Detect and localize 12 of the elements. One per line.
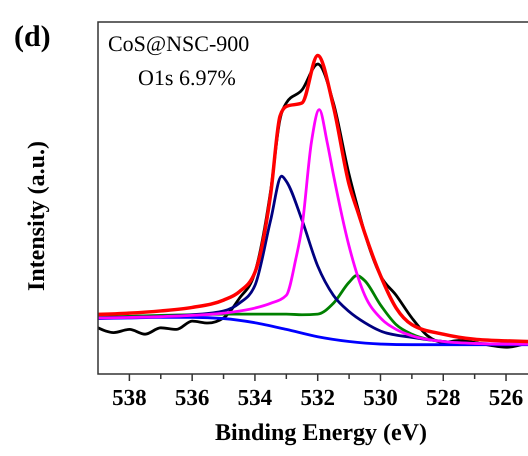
x-tick-label: 534 <box>238 385 273 410</box>
text: (d) <box>14 20 51 53</box>
x-tick-label: 528 <box>426 385 461 410</box>
x-tick-label: 536 <box>174 385 210 410</box>
annotation: CoS@NSC-900 <box>108 31 250 56</box>
x-tick-label: 532 <box>300 385 335 410</box>
y-axis-title: Intensity (a.u.) <box>24 140 50 292</box>
x-tick-label: 526 <box>488 385 524 410</box>
x-tick-label: 530 <box>363 385 398 410</box>
annotation: O1s 6.97% <box>138 65 236 90</box>
x-tick-label: 538 <box>112 385 147 410</box>
x-axis-title: Binding Energy (eV) <box>214 420 428 446</box>
